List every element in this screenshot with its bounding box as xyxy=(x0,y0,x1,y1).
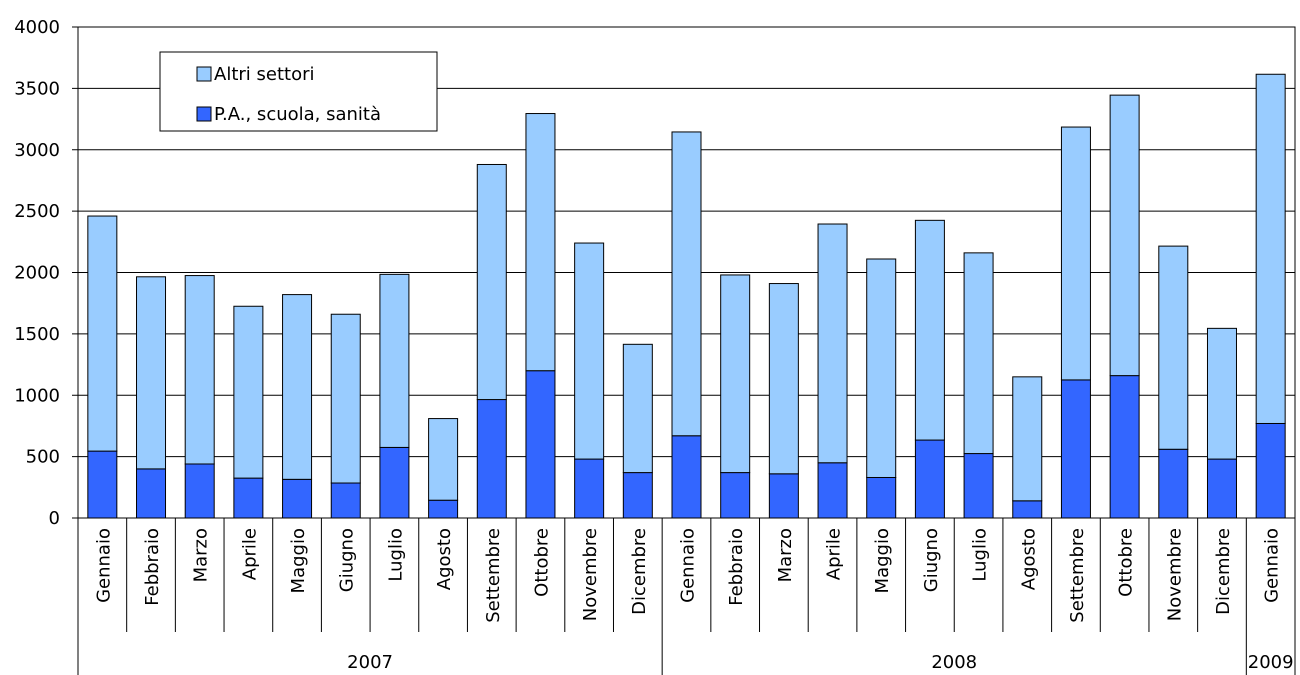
bar-segment-altri-settori xyxy=(136,276,167,470)
legend-swatch xyxy=(196,66,212,82)
x-category-label: Agosto xyxy=(434,528,455,590)
bar-segment-altri-settori xyxy=(428,418,459,501)
bar-segment-altri-settori xyxy=(476,163,507,401)
bar-segment-pa-scuola-sanita xyxy=(720,472,751,519)
bar-segment-altri-settori xyxy=(525,113,556,372)
bar-segment-pa-scuola-sanita xyxy=(768,473,799,519)
x-category-label: Aprile xyxy=(824,528,845,580)
x-category-label: Luglio xyxy=(385,528,406,582)
x-category-label: Gennaio xyxy=(93,528,114,603)
bar-segment-altri-settori xyxy=(330,313,361,484)
x-group-label: 2007 xyxy=(347,652,393,673)
x-category-label: Marzo xyxy=(191,528,212,582)
x-category-labels: Gennaio Febbraio Marzo Aprile Maggio Giugno Lu… xyxy=(93,528,1293,673)
x-category-label: Agosto xyxy=(1018,528,1039,590)
bar-segment-altri-settori xyxy=(720,274,751,474)
x-category-label: Gennaio xyxy=(678,528,699,603)
bar-segment-pa-scuola-sanita xyxy=(671,435,702,519)
x-category-label: Novembre xyxy=(580,528,601,621)
bar-segment-pa-scuola-sanita xyxy=(1012,500,1043,519)
bar-segment-pa-scuola-sanita xyxy=(1255,422,1286,519)
x-category-label: Febbraio xyxy=(726,528,747,606)
bar-segment-altri-settori xyxy=(1109,94,1140,377)
bar-segment-altri-settori xyxy=(866,258,897,478)
x-category-label: Ottobre xyxy=(531,528,552,597)
bar-segment-altri-settori xyxy=(1060,126,1091,381)
x-category-label: Aprile xyxy=(239,528,260,580)
bar-segment-pa-scuola-sanita xyxy=(330,482,361,519)
y-tick-label: 3000 xyxy=(14,140,60,161)
x-category-label: Dicembre xyxy=(1213,528,1234,615)
x-category-label: Maggio xyxy=(872,528,893,593)
bar-segment-pa-scuola-sanita xyxy=(963,453,994,519)
x-category-label: Maggio xyxy=(288,528,309,593)
x-category-label: Settembre xyxy=(483,528,504,623)
bar-segment-pa-scuola-sanita xyxy=(622,472,653,519)
x-category-label: Giugno xyxy=(337,528,358,592)
y-tick-label: 0 xyxy=(49,508,60,529)
x-category-label: Febbraio xyxy=(142,528,163,606)
x-category-label: Settembre xyxy=(1067,528,1088,623)
bar-segment-altri-settori xyxy=(574,242,605,460)
bar-segment-pa-scuola-sanita xyxy=(184,463,215,519)
x-category-label: Luglio xyxy=(970,528,991,582)
bar-segment-altri-settori xyxy=(671,131,702,437)
bar-segment-pa-scuola-sanita xyxy=(87,450,118,519)
bar-segment-pa-scuola-sanita xyxy=(282,478,313,519)
bar-segment-altri-settori xyxy=(233,305,264,479)
bar-segment-pa-scuola-sanita xyxy=(1109,375,1140,519)
bar-segment-pa-scuola-sanita xyxy=(914,439,945,519)
bar-segment-altri-settori xyxy=(622,343,653,474)
bar-segment-altri-settori xyxy=(963,252,994,455)
bar-segment-altri-settori xyxy=(914,219,945,441)
bar-segment-pa-scuola-sanita xyxy=(428,499,459,519)
legend: Altri settori P.A., scuola, sanità xyxy=(159,51,438,132)
x-category-label: Ottobre xyxy=(1116,528,1137,597)
bar-segment-pa-scuola-sanita xyxy=(525,370,556,519)
bar-segment-pa-scuola-sanita xyxy=(136,468,167,519)
bar-segment-altri-settori xyxy=(1255,73,1286,424)
y-tick-label: 500 xyxy=(26,447,60,468)
y-tick-label: 1500 xyxy=(14,324,60,345)
y-tick-label: 4000 xyxy=(14,17,60,38)
y-tick-label: 2500 xyxy=(14,201,60,222)
x-group-label: 2008 xyxy=(931,652,977,673)
bar-segment-pa-scuola-sanita xyxy=(817,462,848,519)
legend-swatch xyxy=(196,106,212,122)
bar-segment-altri-settori xyxy=(768,283,799,475)
y-tick-label: 3500 xyxy=(14,78,60,99)
bar-segment-pa-scuola-sanita xyxy=(379,446,410,519)
bar-segment-altri-settori xyxy=(87,215,118,452)
x-category-label: Giugno xyxy=(921,528,942,592)
y-tick-labels: 0 500 1000 1500 2000 2500 3000 3500 4000 xyxy=(14,17,60,529)
bar-segment-altri-settori xyxy=(1206,327,1237,460)
legend-box xyxy=(159,51,438,132)
bar-segment-pa-scuola-sanita xyxy=(574,458,605,519)
bar-segment-altri-settori xyxy=(817,223,848,464)
x-category-label: Dicembre xyxy=(629,528,650,615)
bar-segment-pa-scuola-sanita xyxy=(233,477,264,519)
y-tick-label: 1000 xyxy=(14,385,60,406)
bar-segment-altri-settori xyxy=(379,273,410,448)
bar-segment-pa-scuola-sanita xyxy=(1206,458,1237,519)
bar-segment-altri-settori xyxy=(184,275,215,465)
x-group-label: 2009 xyxy=(1248,652,1294,673)
bars xyxy=(87,73,1286,519)
legend-label: P.A., scuola, sanità xyxy=(214,104,381,125)
bar-segment-pa-scuola-sanita xyxy=(1060,379,1091,519)
bar-segment-pa-scuola-sanita xyxy=(1158,448,1189,519)
axes xyxy=(72,26,1296,675)
bar-segment-altri-settori xyxy=(1158,245,1189,450)
bar-segment-pa-scuola-sanita xyxy=(866,476,897,519)
bar-segment-altri-settori xyxy=(282,294,313,480)
bar-segment-pa-scuola-sanita xyxy=(476,399,507,519)
y-tick-label: 2000 xyxy=(14,263,60,284)
x-category-label: Gennaio xyxy=(1262,528,1283,603)
x-category-label: Novembre xyxy=(1164,528,1185,621)
x-category-label: Marzo xyxy=(775,528,796,582)
legend-label: Altri settori xyxy=(214,64,314,85)
bar-segment-altri-settori xyxy=(1012,376,1043,502)
